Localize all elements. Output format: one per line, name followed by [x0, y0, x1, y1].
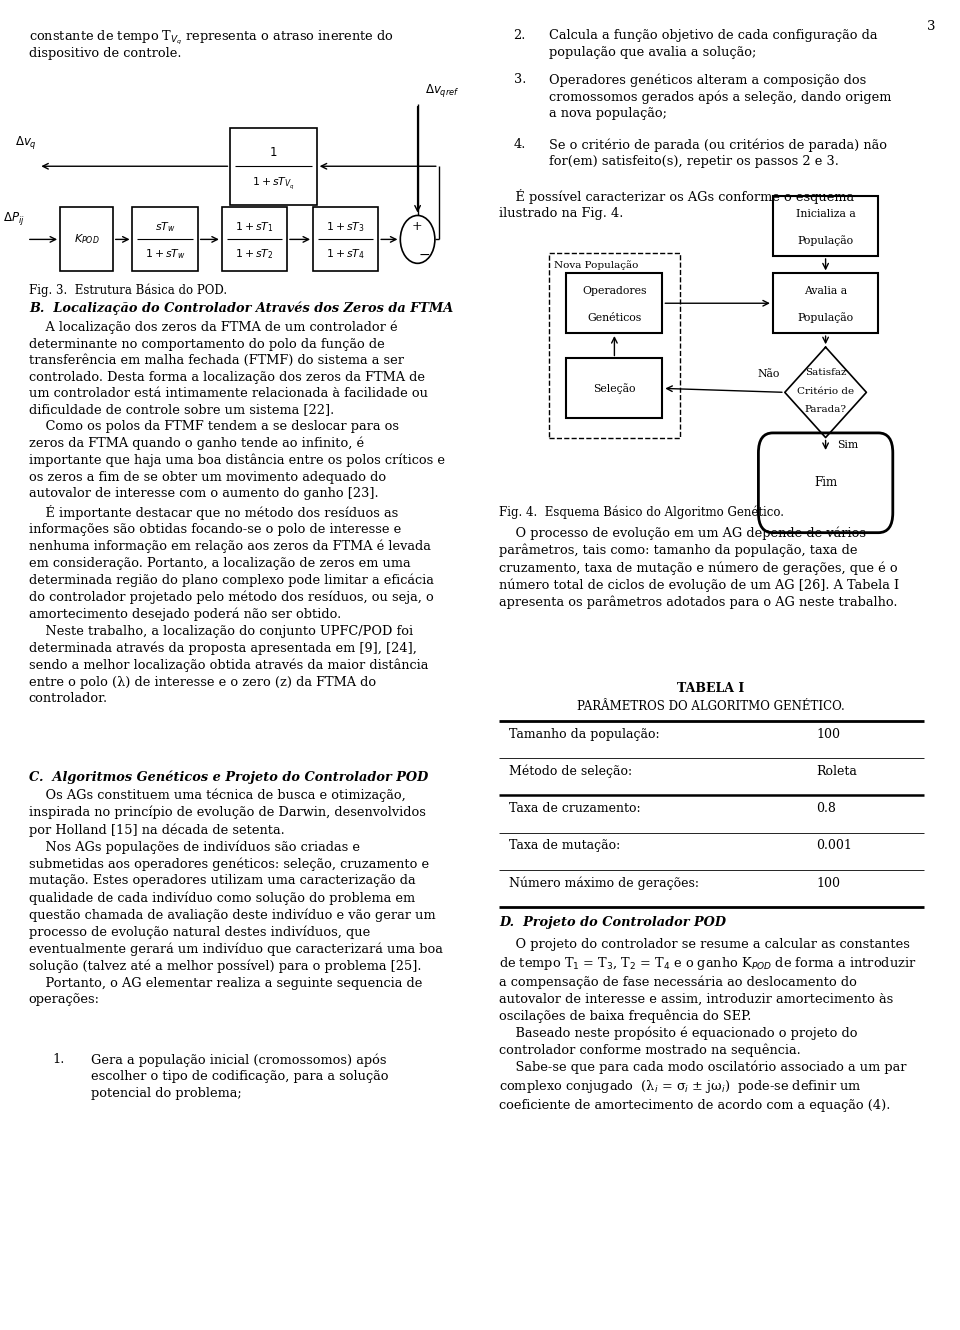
Text: O projeto do controlador se resume a calcular as constantes
de tempo T$_1$ = T$_: O projeto do controlador se resume a cal…: [499, 938, 917, 1112]
Text: D.  Projeto do Controlador POD: D. Projeto do Controlador POD: [499, 916, 726, 930]
Text: População: População: [798, 313, 853, 323]
Bar: [773, 196, 878, 255]
Text: $1+sT_4$: $1+sT_4$: [326, 247, 365, 261]
Text: $1+sT_w$: $1+sT_w$: [145, 247, 185, 261]
Text: Parada?: Parada?: [804, 406, 847, 414]
Text: Fim: Fim: [814, 476, 837, 489]
Bar: [566, 273, 662, 332]
Text: $1+sT_1$: $1+sT_1$: [235, 221, 274, 234]
Text: Número máximo de gerações:: Número máximo de gerações:: [509, 876, 699, 890]
Text: $\Delta P_{ij}$: $\Delta P_{ij}$: [3, 210, 25, 226]
Text: $\Delta v_q$: $\Delta v_q$: [14, 134, 36, 150]
Text: constante de tempo T$_{V_q}$ representa o atraso inerente do: constante de tempo T$_{V_q}$ representa …: [29, 29, 394, 48]
Text: +: +: [411, 219, 422, 233]
Text: Operadores: Operadores: [582, 286, 647, 297]
Text: Se o critério de parada (ou critérios de parada) não
for(em) satisfeito(s), repe: Se o critério de parada (ou critérios de…: [549, 138, 887, 169]
FancyBboxPatch shape: [758, 432, 893, 532]
Text: Operadores genéticos alteram a composição dos
cromossomos gerados após a seleção: Operadores genéticos alteram a composiçã…: [549, 73, 892, 120]
Text: Não: Não: [757, 368, 780, 379]
Text: Os AGs constituem uma técnica de busca e otimização,
inspirada no princípio de e: Os AGs constituem uma técnica de busca e…: [29, 789, 443, 1007]
Text: A localização dos zeros da FTMA de um controlador é
determinante no comportament: A localização dos zeros da FTMA de um co…: [29, 321, 444, 705]
Text: $1+sT_2$: $1+sT_2$: [235, 247, 274, 261]
Text: $1+sT_3$: $1+sT_3$: [326, 221, 365, 234]
Text: 3.: 3.: [514, 73, 526, 86]
Bar: [313, 207, 378, 271]
Text: Gera a população inicial (cromossomos) após
escolher o tipo de codificação, para: Gera a população inicial (cromossomos) a…: [91, 1053, 389, 1100]
Text: 3: 3: [927, 20, 936, 33]
Text: Inicializa a: Inicializa a: [796, 209, 855, 219]
Bar: [549, 253, 680, 439]
Text: Satisfaz: Satisfaz: [804, 368, 847, 376]
Text: 0.8: 0.8: [816, 802, 836, 815]
Text: População: População: [798, 235, 853, 246]
Text: É possível caracterizar os AGs conforme o esquema
ilustrado na Fig. 4.: É possível caracterizar os AGs conforme …: [499, 189, 854, 221]
Text: Roleta: Roleta: [816, 765, 857, 778]
Text: 0.001: 0.001: [816, 839, 852, 853]
Text: PARÂMETROS DO ALGORITMO GENÉTICO.: PARÂMETROS DO ALGORITMO GENÉTICO.: [577, 700, 844, 713]
Text: $1+sT_{V_q}$: $1+sT_{V_q}$: [252, 176, 295, 192]
Text: Nova População: Nova População: [554, 261, 638, 270]
Text: Sim: Sim: [837, 440, 858, 451]
Bar: [60, 207, 113, 271]
Text: $1$: $1$: [270, 146, 277, 160]
Text: 1.: 1.: [53, 1053, 65, 1067]
Text: Taxa de cruzamento:: Taxa de cruzamento:: [509, 802, 640, 815]
Bar: [222, 207, 287, 271]
Text: $K_{POD}$: $K_{POD}$: [74, 233, 99, 246]
Text: Fig. 4.  Esquema Básico do Algoritmo Genético.: Fig. 4. Esquema Básico do Algoritmo Gené…: [499, 505, 784, 519]
Text: Tamanho da população:: Tamanho da população:: [509, 728, 660, 741]
Text: $sT_w$: $sT_w$: [155, 221, 176, 234]
Text: 2.: 2.: [514, 29, 526, 43]
Text: 4.: 4.: [514, 138, 526, 152]
Bar: [230, 128, 317, 205]
Text: O processo de evolução em um AG depende de vários
parâmetros, tais como: tamanho: O processo de evolução em um AG depende …: [499, 527, 900, 609]
Text: Avalia a: Avalia a: [804, 286, 847, 297]
Bar: [566, 358, 662, 418]
Text: $\Delta v_{qref}$: $\Delta v_{qref}$: [425, 82, 460, 98]
Text: Genéticos: Genéticos: [588, 313, 641, 323]
Text: dispositivo de controle.: dispositivo de controle.: [29, 47, 181, 60]
Bar: [132, 207, 198, 271]
Text: Seleção: Seleção: [593, 383, 636, 394]
Text: Fig. 3.  Estrutura Básica do POD.: Fig. 3. Estrutura Básica do POD.: [29, 283, 227, 297]
Bar: [773, 273, 878, 332]
Circle shape: [400, 215, 435, 263]
Text: 100: 100: [816, 728, 840, 741]
Text: C.  Algoritmos Genéticos e Projeto do Controlador POD: C. Algoritmos Genéticos e Projeto do Con…: [29, 770, 428, 783]
Text: Calcula a função objetivo de cada configuração da
população que avalia a solução: Calcula a função objetivo de cada config…: [549, 29, 877, 59]
Text: Método de seleção:: Método de seleção:: [509, 765, 632, 778]
Text: B.  Localização do Controlador Através dos Zeros da FTMA: B. Localização do Controlador Através do…: [29, 302, 453, 315]
Text: Taxa de mutação:: Taxa de mutação:: [509, 839, 620, 853]
Text: 100: 100: [816, 876, 840, 890]
Text: −: −: [419, 249, 430, 262]
Text: TABELA I: TABELA I: [677, 682, 744, 696]
Text: Critério de: Critério de: [797, 387, 854, 395]
